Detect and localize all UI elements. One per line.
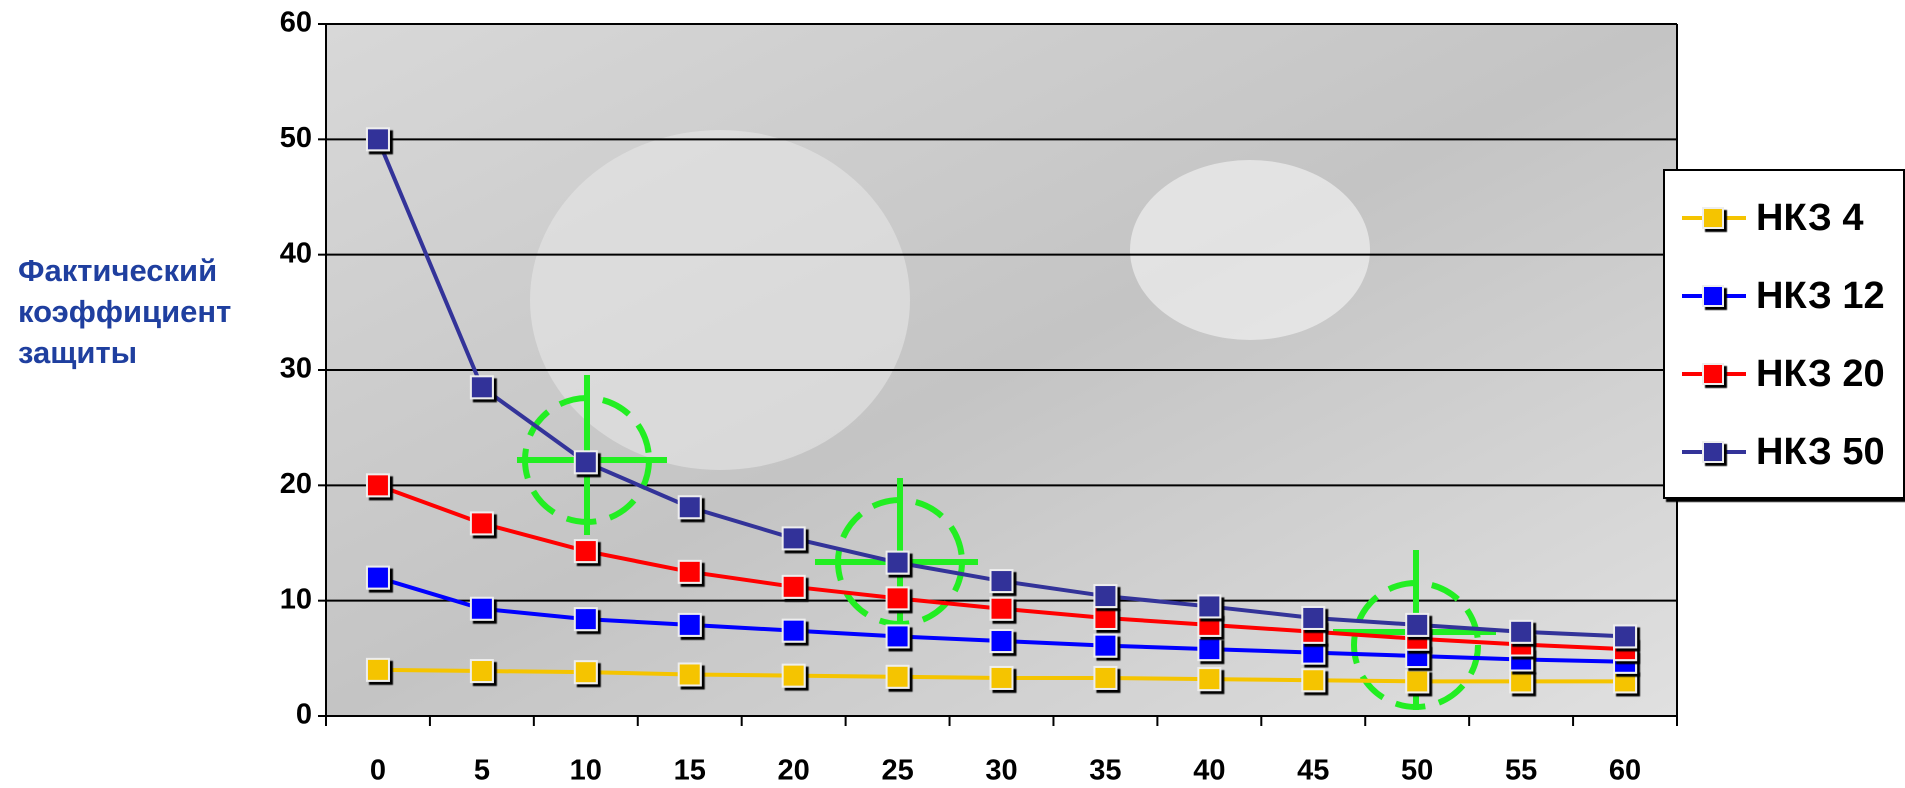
marker — [783, 576, 805, 598]
marker — [575, 540, 597, 562]
x-tick-label: 35 — [1089, 755, 1121, 787]
x-tick-label: 30 — [985, 755, 1017, 787]
marker — [471, 376, 493, 398]
x-tick-label: 60 — [1609, 755, 1641, 787]
marker — [991, 570, 1013, 592]
legend: НКЗ 4 НКЗ 12 НКЗ 20 НКЗ 50 — [1664, 170, 1904, 498]
x-tick-label: 5 — [474, 755, 490, 787]
y-tick-label: 50 — [280, 122, 312, 154]
marker — [471, 598, 493, 620]
marker — [991, 630, 1013, 652]
marker — [1094, 585, 1116, 607]
x-tick-label: 20 — [778, 755, 810, 787]
marker — [1614, 625, 1636, 647]
marker — [1302, 607, 1324, 629]
legend-marker — [1703, 286, 1723, 306]
marker — [575, 661, 597, 683]
marker — [887, 625, 909, 647]
marker — [783, 527, 805, 549]
marker — [679, 496, 701, 518]
marker — [679, 663, 701, 685]
x-tick-label: 40 — [1193, 755, 1225, 787]
x-tick-label: 15 — [674, 755, 706, 787]
marker — [1198, 595, 1220, 617]
y-tick-label: 0 — [296, 699, 312, 731]
marker — [1198, 638, 1220, 660]
marker — [887, 552, 909, 574]
marker — [575, 608, 597, 630]
legend-label: НКЗ 4 — [1756, 197, 1864, 239]
x-tick-label: 50 — [1401, 755, 1433, 787]
legend-label: НКЗ 20 — [1756, 353, 1885, 395]
y-tick-label: 10 — [280, 583, 312, 615]
marker — [1094, 667, 1116, 689]
marker — [1510, 621, 1532, 643]
marker — [367, 474, 389, 496]
x-tick-label: 10 — [570, 755, 602, 787]
marker — [1406, 614, 1428, 636]
marker — [1094, 607, 1116, 629]
photo-shape — [1130, 160, 1370, 340]
y-tick-label: 40 — [280, 237, 312, 269]
x-tick-label: 25 — [881, 755, 913, 787]
marker — [1510, 670, 1532, 692]
marker — [991, 598, 1013, 620]
marker — [783, 620, 805, 642]
marker — [367, 128, 389, 150]
marker — [575, 451, 597, 473]
y-axis-label: Фактический коэффициент защиты — [18, 250, 268, 373]
y-tick-label: 20 — [280, 468, 312, 500]
legend-label: НКЗ 12 — [1756, 275, 1885, 317]
x-tick-label: 0 — [370, 755, 386, 787]
x-tick-label: 55 — [1505, 755, 1537, 787]
marker — [1302, 669, 1324, 691]
marker — [471, 660, 493, 682]
legend-marker — [1703, 364, 1723, 384]
y-tick-label: 30 — [280, 353, 312, 385]
marker — [1406, 670, 1428, 692]
y-tick-label: 60 — [280, 7, 312, 39]
chart: НКЗ 4 НКЗ 12 НКЗ 20 НКЗ 50 0 10 20 30 40 50 60 0 5 1… — [0, 0, 1905, 788]
marker — [887, 666, 909, 688]
page: НКЗ 4 НКЗ 12 НКЗ 20 НКЗ 50 0 10 20 30 40 50 60 0 5 1… — [0, 0, 1905, 788]
x-tick-label: 45 — [1297, 755, 1329, 787]
legend-marker — [1703, 442, 1723, 462]
marker — [471, 512, 493, 534]
legend-label: НКЗ 50 — [1756, 431, 1885, 473]
legend-marker — [1703, 208, 1723, 228]
marker — [367, 659, 389, 681]
marker — [1198, 668, 1220, 690]
marker — [679, 614, 701, 636]
marker — [1302, 642, 1324, 664]
marker — [367, 567, 389, 589]
marker — [783, 665, 805, 687]
marker — [887, 587, 909, 609]
marker — [679, 561, 701, 583]
marker — [991, 667, 1013, 689]
marker — [1094, 635, 1116, 657]
